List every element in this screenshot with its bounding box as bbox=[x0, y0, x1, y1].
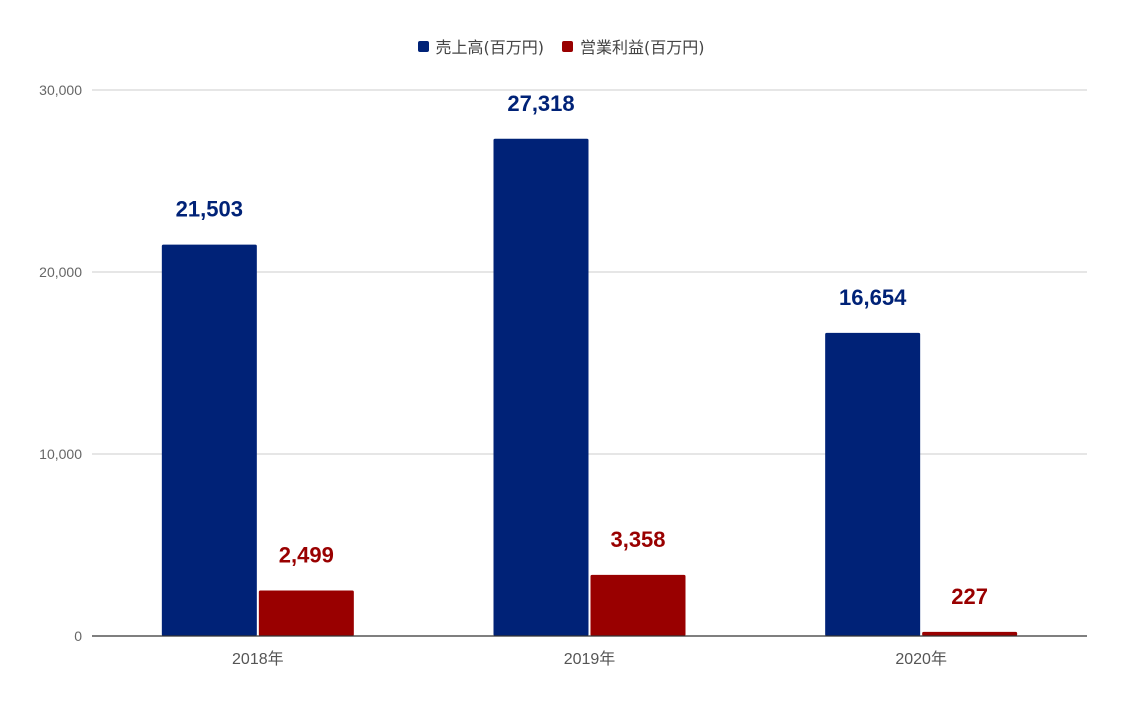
x-tick-label: 2018年 bbox=[232, 650, 284, 668]
y-tick-label: 10,000 bbox=[39, 446, 82, 462]
legend-swatch-operating-profit bbox=[562, 40, 573, 52]
x-tick-label: 2020年 bbox=[895, 650, 947, 668]
y-tick-label: 0 bbox=[74, 628, 82, 644]
legend-label-operating-profit: 営業利益(百万円) bbox=[580, 38, 705, 57]
legend-swatch-sales bbox=[417, 40, 429, 52]
data-label: 2,499 bbox=[279, 543, 334, 568]
bar-operating-profit[interactable] bbox=[258, 590, 354, 636]
legend-item-sales[interactable]: 売上高(百万円) bbox=[417, 34, 545, 58]
bar-sales[interactable] bbox=[825, 332, 921, 636]
bar-operating-profit[interactable] bbox=[922, 631, 1018, 636]
legend-item-operating-profit[interactable]: 営業利益(百万円) bbox=[562, 34, 705, 58]
x-tick-label: 2019年 bbox=[564, 650, 616, 668]
data-label: 3,358 bbox=[610, 527, 665, 552]
data-label: 27,318 bbox=[507, 91, 574, 116]
data-label: 227 bbox=[951, 584, 988, 609]
data-label: 16,654 bbox=[839, 285, 907, 310]
bar-sales[interactable] bbox=[493, 138, 589, 637]
data-label: 21,503 bbox=[176, 197, 243, 222]
legend-label-sales: 売上高(百万円) bbox=[435, 38, 545, 57]
y-tick-label: 20,000 bbox=[39, 264, 82, 280]
y-tick-label: 30,000 bbox=[39, 82, 82, 98]
bar-sales[interactable] bbox=[161, 244, 257, 637]
legend: 売上高(百万円) 営業利益(百万円) bbox=[0, 34, 1122, 58]
bar-operating-profit[interactable] bbox=[590, 574, 686, 636]
